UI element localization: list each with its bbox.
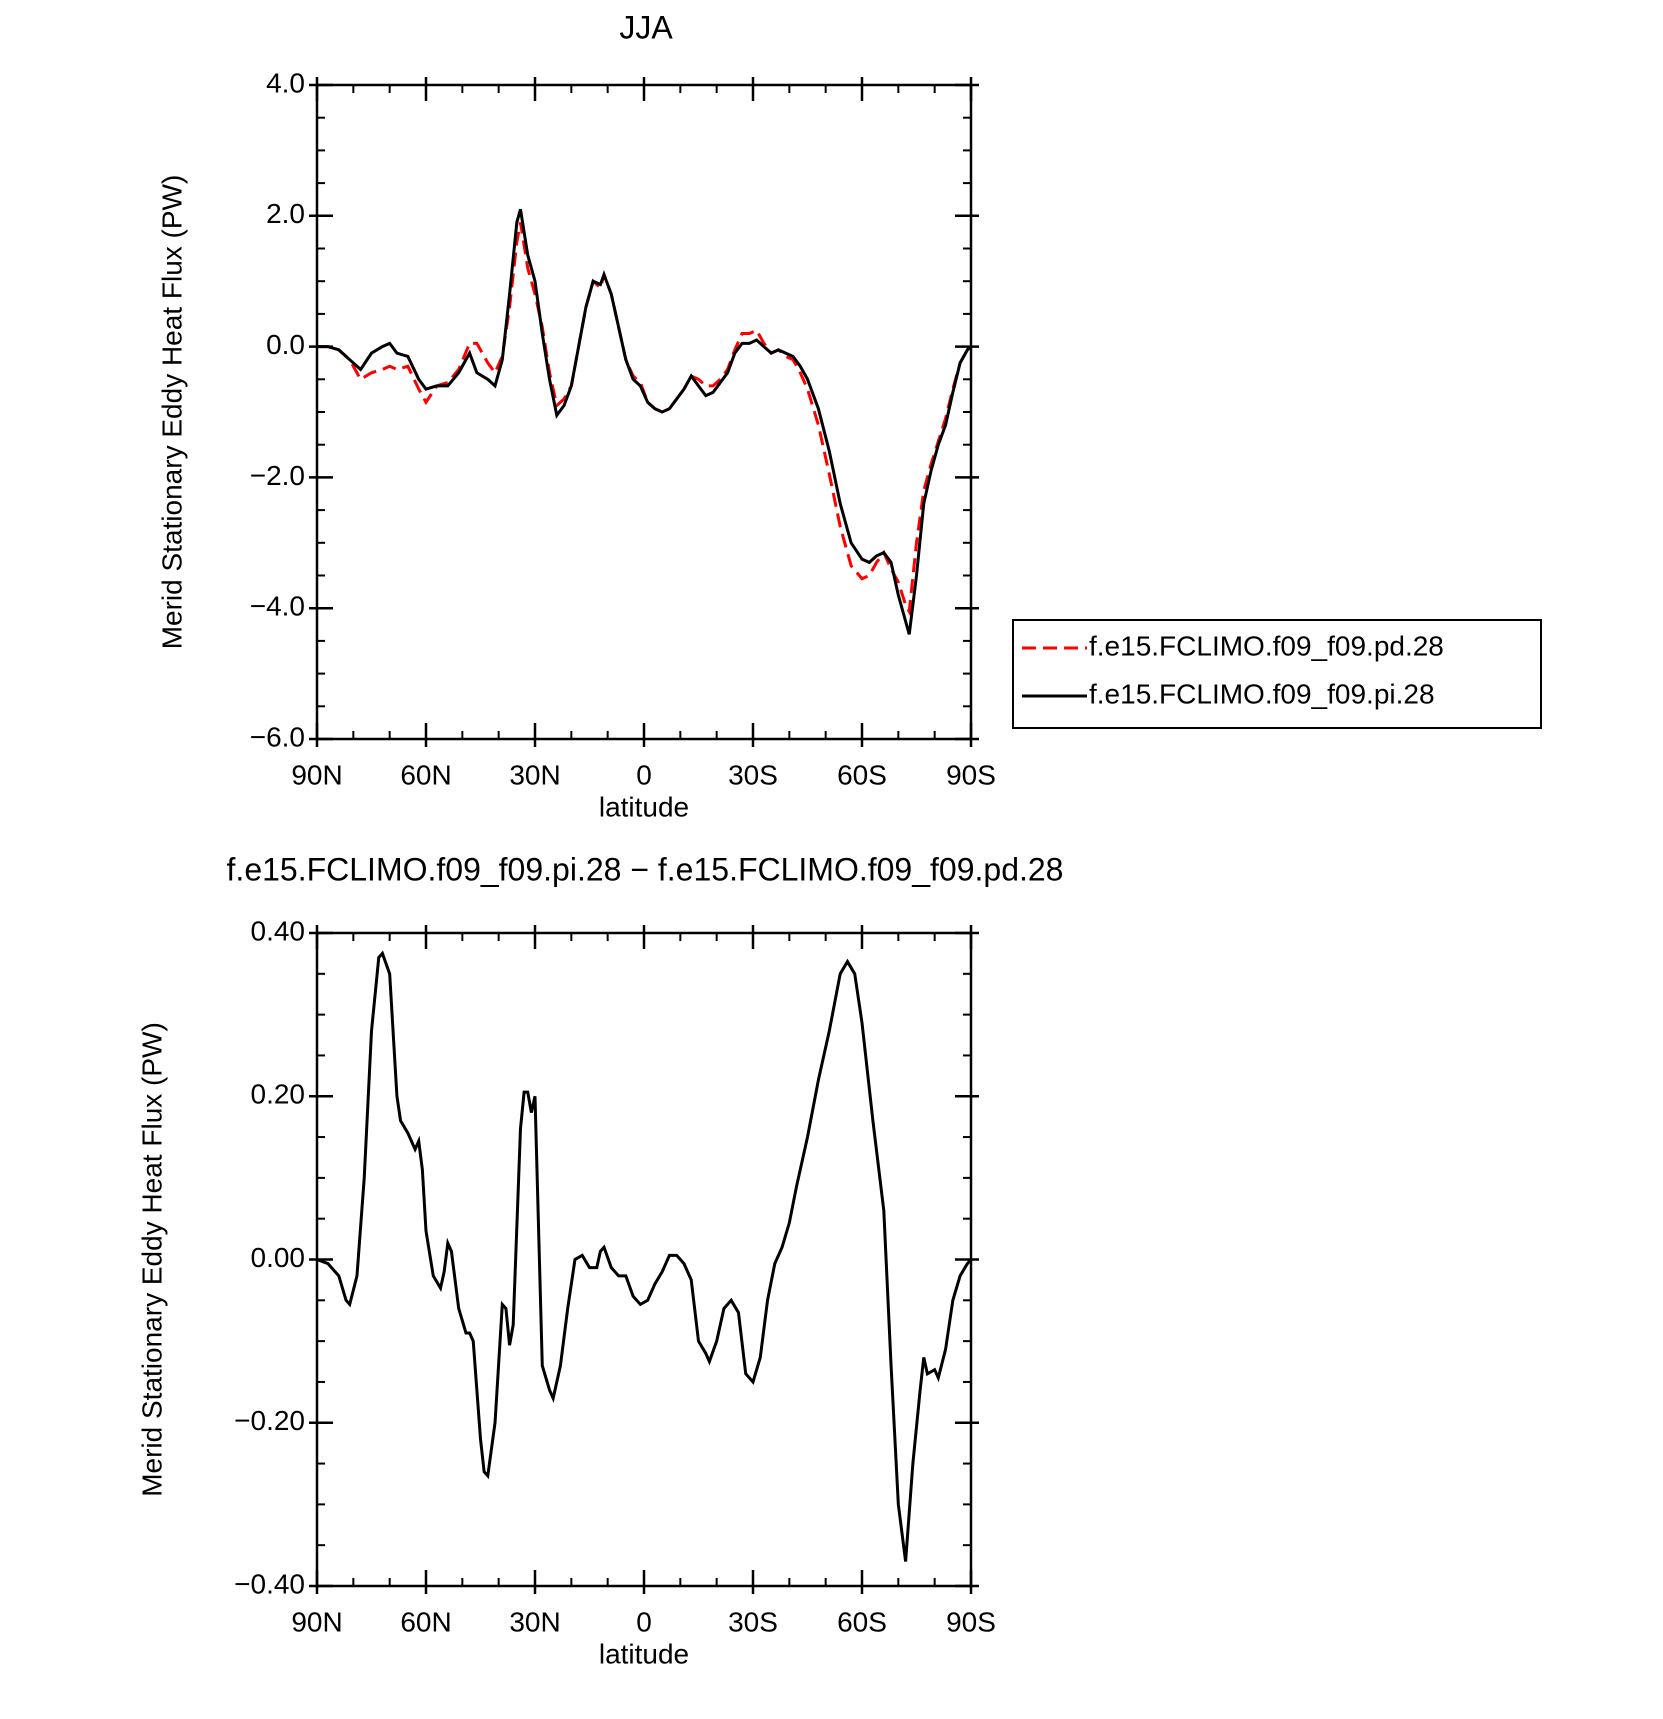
- y-tick-label: 2.0: [266, 198, 305, 229]
- y-tick-label: −0.20: [234, 1405, 305, 1436]
- plot-frame: [315, 83, 973, 741]
- y-tick-label: 0.00: [251, 1242, 306, 1273]
- y-axis-label: Merid Stationary Eddy Heat Flux (PW): [136, 1022, 167, 1497]
- x-axis-label: latitude: [599, 791, 689, 822]
- data-line: [317, 222, 973, 617]
- y-tick-label: 4.0: [266, 67, 305, 98]
- data-line: [316, 950, 973, 1562]
- x-tick-label: 60N: [400, 1606, 451, 1637]
- y-tick-label: 0.40: [251, 915, 306, 946]
- y-tick-label: 0.20: [251, 1079, 306, 1110]
- y-tick-label: −2.0: [250, 460, 305, 491]
- x-tick-label: 60N: [400, 759, 451, 790]
- x-tick-label: 90N: [291, 1606, 342, 1637]
- plot-frame: [315, 931, 973, 1588]
- y-tick-label: 0.0: [266, 329, 305, 360]
- y-axis-label: Merid Stationary Eddy Heat Flux (PW): [156, 175, 187, 650]
- x-tick-label: 30N: [509, 759, 560, 790]
- x-tick-label: 90S: [946, 1606, 996, 1637]
- x-tick-label: 30N: [509, 1606, 560, 1637]
- y-tick-label: −6.0: [250, 721, 305, 752]
- legend-box: [1012, 619, 1542, 729]
- chart-title: JJA: [619, 9, 673, 45]
- x-tick-label: 0: [636, 1606, 652, 1637]
- x-axis-label: latitude: [599, 1638, 689, 1669]
- x-tick-label: 0: [636, 759, 652, 790]
- legend-label: f.e15.FCLIMO.f09_f09.pd.28: [1089, 630, 1444, 661]
- x-tick-label: 30S: [728, 1606, 778, 1637]
- x-tick-label: 30S: [728, 759, 778, 790]
- x-tick-label: 60S: [837, 1606, 887, 1637]
- y-tick-label: −4.0: [250, 591, 305, 622]
- y-tick-label: −0.40: [234, 1568, 305, 1599]
- data-line: [317, 208, 973, 635]
- chart-title: f.e15.FCLIMO.f09_f09.pi.28 − f.e15.FCLIM…: [227, 851, 1064, 887]
- legend-label: f.e15.FCLIMO.f09_f09.pi.28: [1089, 678, 1435, 709]
- x-tick-label: 90N: [291, 759, 342, 790]
- x-tick-label: 60S: [837, 759, 887, 790]
- x-tick-label: 90S: [946, 759, 996, 790]
